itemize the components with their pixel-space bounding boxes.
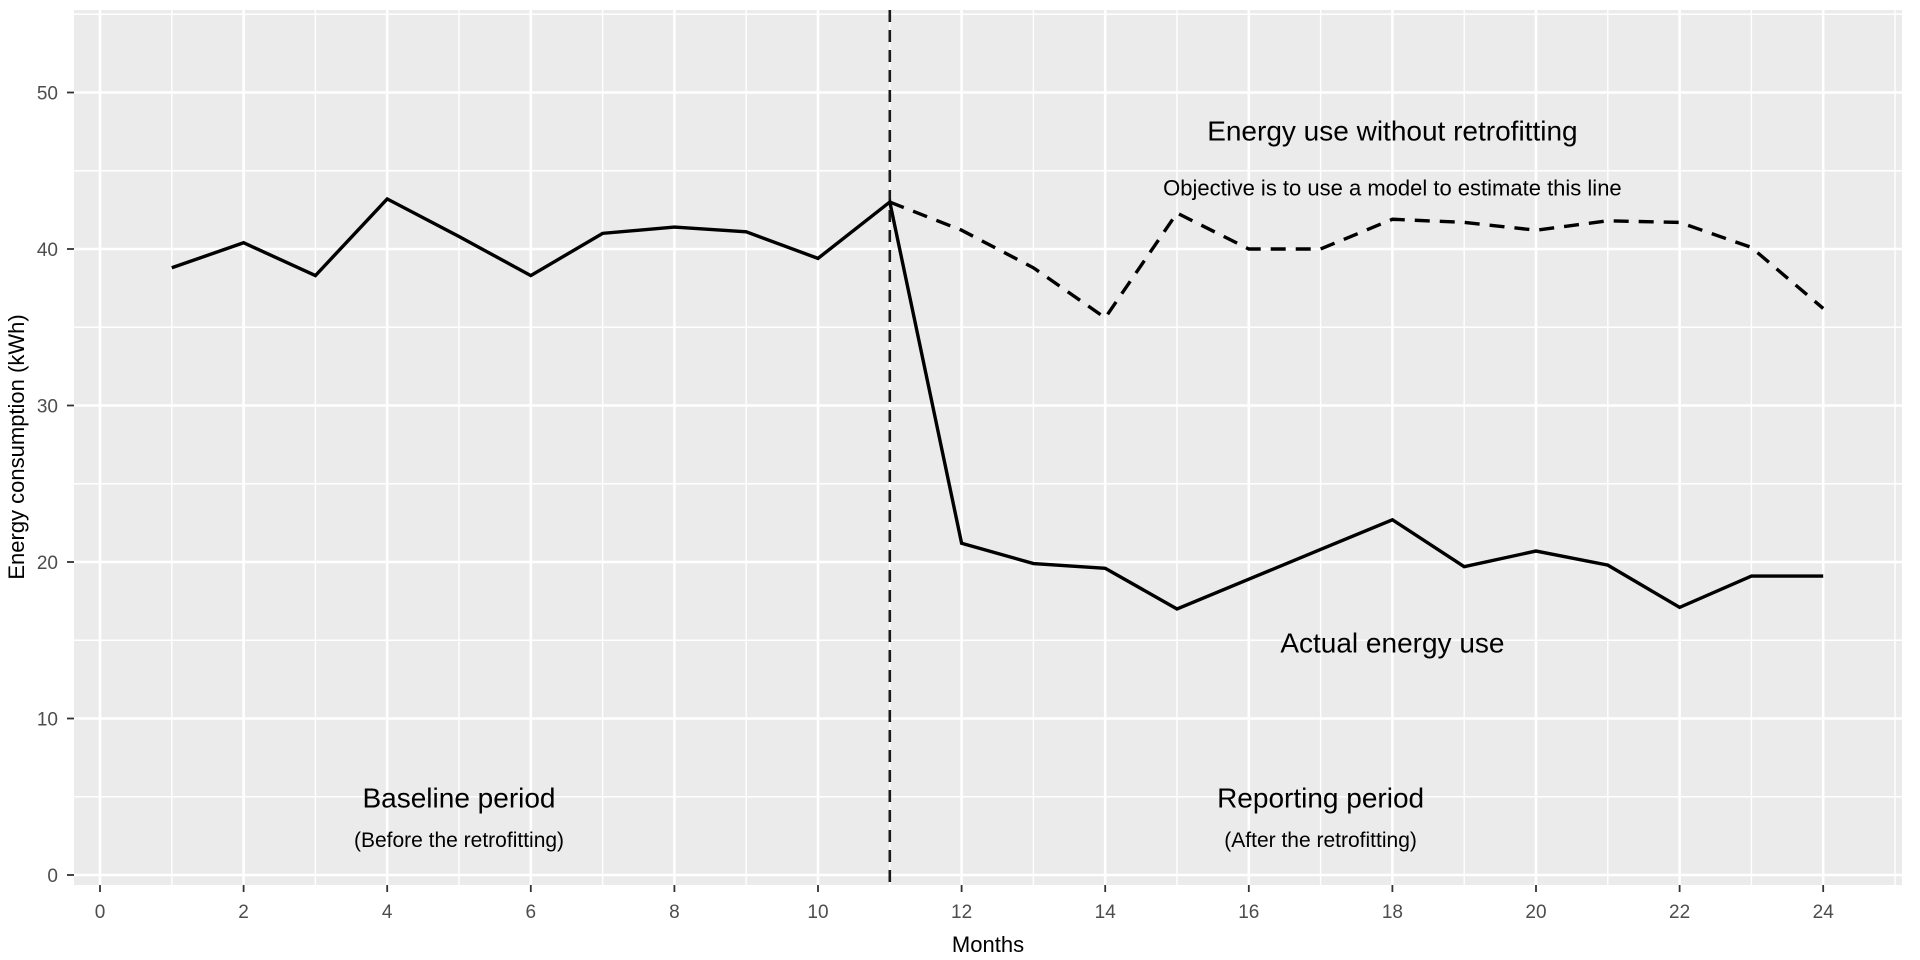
actual-line (171, 196, 1824, 611)
objective-label: Objective is to use a model to estimate … (1163, 175, 1622, 200)
x-tick-label: 0 (95, 902, 106, 923)
y-axis-title: Energy consumption (kWh) (4, 314, 29, 579)
reporting-period-sublabel: (After the retrofitting) (1224, 829, 1417, 852)
y-tick-label: 0 (47, 866, 58, 887)
x-tick-label: 16 (1238, 902, 1259, 923)
baseline-period-sublabel: (Before the retrofitting) (354, 829, 564, 852)
y-tick-label: 10 (37, 710, 58, 731)
data-series (171, 10, 1825, 885)
y-tick-label: 20 (37, 553, 58, 574)
major-gridlines (74, 10, 1902, 885)
x-tick-label: 14 (1095, 902, 1117, 923)
x-tick-label: 4 (382, 902, 393, 923)
reporting-period-label: Reporting period (1217, 782, 1424, 813)
y-tick-label: 30 (37, 397, 58, 418)
x-tick-label: 18 (1382, 902, 1403, 923)
plot-panel (74, 10, 1902, 885)
x-tick-label: 6 (526, 902, 537, 923)
x-tick-label: 10 (807, 902, 828, 923)
x-tick-label: 24 (1813, 902, 1835, 923)
x-tick-label: 20 (1525, 902, 1546, 923)
x-tick-label: 2 (238, 902, 249, 923)
x-tick-label: 8 (669, 902, 680, 923)
axis-ticks (67, 91, 1825, 892)
energy-without-retrofitting-label: Energy use without retrofitting (1207, 116, 1577, 147)
actual-energy-use-label: Actual energy use (1280, 627, 1504, 658)
counterfactual-line (889, 200, 1825, 321)
annotations: Energy use without retrofitting Objective… (354, 116, 1622, 853)
x-axis-title: Months (952, 932, 1024, 957)
y-tick-label: 50 (37, 84, 58, 105)
x-tick-label: 12 (951, 902, 972, 923)
y-tick-label: 40 (37, 240, 58, 261)
x-tick-label: 22 (1669, 902, 1690, 923)
baseline-period-label: Baseline period (362, 782, 555, 813)
